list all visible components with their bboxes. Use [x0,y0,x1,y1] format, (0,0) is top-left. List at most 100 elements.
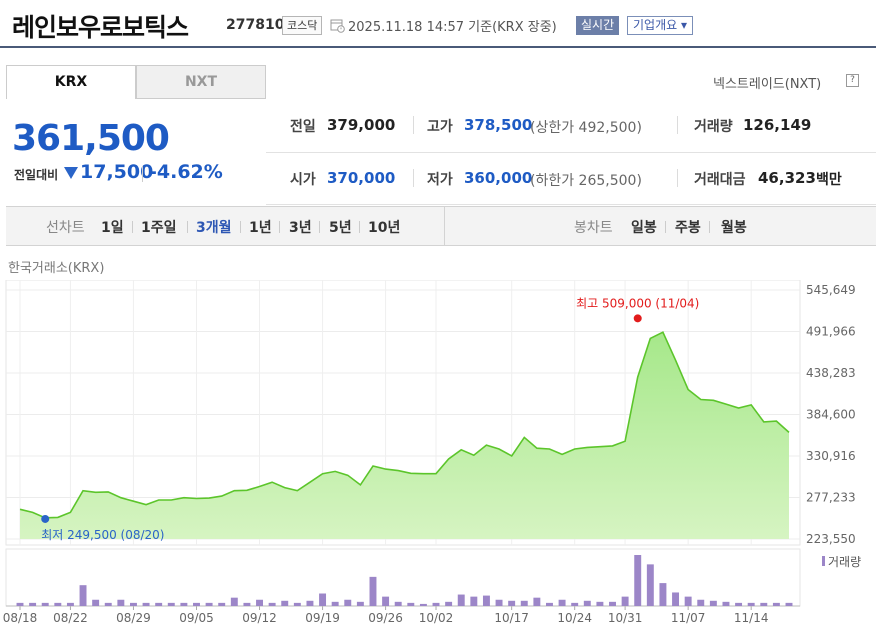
volume-bar [760,602,768,606]
open-label: 시가 [290,172,316,188]
volume-bar [79,585,87,606]
market-badge: 코스닥 [282,16,323,35]
x-tick-label: 08/18 [3,611,38,625]
price-chart[interactable]: 545,649 491,966 438,283 384,600 330,916 277,2… [0,280,876,639]
x-tick-label: 08/22 [53,611,88,625]
realtime-button[interactable]: 실시간 [576,16,620,35]
timestamp: 2025.11.18 14:57 기준(KRX 장중) [348,20,557,35]
volume-bar [142,602,150,606]
y-tick-label: 330,916 [806,449,856,463]
change-value: 17,500 [80,161,154,183]
period-1d[interactable]: 1일 [101,220,124,236]
period-1w[interactable]: 1주일 [141,220,177,236]
x-tick-label: 08/29 [116,611,151,625]
nextrade-link[interactable]: 넥스트레이드(NXT) [713,77,822,92]
volume-bar [41,602,49,606]
volume-bar [230,597,238,606]
volume-bar [193,602,200,606]
company-overview-dropdown[interactable]: 기업개요 ▾ [627,16,693,35]
volume-value: 126,149 [743,116,812,134]
divider [677,169,678,187]
y-tick-label: 384,600 [806,408,856,422]
divider [266,152,876,153]
volume-bar [369,576,377,606]
volume-bar [508,600,516,606]
volume-bar [306,600,314,606]
divider [359,221,360,233]
period-1y[interactable]: 1년 [249,220,272,236]
tab-krx[interactable]: KRX [6,65,136,99]
volume-bar [735,602,743,606]
volume-bar [155,602,163,606]
volume-bar [117,599,125,606]
divider [266,204,876,205]
x-tick-label: 09/12 [242,611,277,625]
volume-bar [697,599,705,606]
y-tick-label: 545,649 [806,283,856,297]
volume-bar [167,602,175,606]
prev-close-label: 전일 [290,119,316,135]
period-3m[interactable]: 3개월 [196,220,232,236]
volume-bar [571,602,579,606]
stock-header: 레인보우로보틱스 277810 코스닥 2025.11.18 14:57 기준(… [0,0,876,48]
period-5y[interactable]: 5년 [329,220,352,236]
x-tick-label: 11/07 [671,611,706,625]
volume-bar [92,599,100,606]
divider [142,166,143,182]
x-tick-label: 09/26 [368,611,403,625]
min-annotation: 최저 249,500 (08/20) [41,528,164,542]
stock-code: 277810 [226,17,285,33]
volume-bar [356,601,364,606]
volume-bar [785,602,793,606]
volume-bar [29,602,37,606]
candle-monthly[interactable]: 월봉 [721,220,747,236]
line-chart-label: 선차트 [46,220,85,236]
volume-bar [445,601,453,606]
low-value: 360,000 [464,169,533,187]
volume-bar [407,602,415,606]
tab-nxt[interactable]: NXT [136,65,266,99]
exchange-label: 한국거래소(KRX) [8,261,105,276]
candle-weekly[interactable]: 주봉 [675,220,701,236]
volume-bar [319,593,327,606]
volume-bar [709,600,717,606]
volume-bar [66,602,74,606]
volume-bar [293,602,301,606]
trade-value-unit: 백만 [816,172,842,188]
price-line [19,331,790,519]
high-label: 고가 [427,119,453,135]
x-tick-label: 11/14 [734,611,769,625]
high-value: 378,500 [464,116,533,134]
divider [665,221,666,233]
period-10y[interactable]: 10년 [368,220,401,236]
volume-bar [205,602,213,606]
x-tick-label: 10/31 [608,611,643,625]
volume-bar [104,602,112,606]
volume-bar [646,564,654,606]
down-arrow-icon [64,167,78,179]
volume-bar [54,602,62,606]
candle-daily[interactable]: 일봉 [631,220,657,236]
volume-bar [256,599,263,606]
max-annotation: 최고 509,000 (11/04) [576,296,699,310]
volume-bar [634,555,642,606]
volume-bar [432,602,440,606]
divider [444,207,445,245]
volume-bar [558,599,566,606]
price-area [20,332,789,539]
volume-bar [609,601,616,606]
open-value: 370,000 [327,169,396,187]
y-tick-label: 438,283 [806,366,856,380]
volume-bar [281,600,289,606]
volume-bar [495,599,503,606]
stock-name: 레인보우로보틱스 [12,13,189,42]
volume-bar [596,601,604,606]
period-3y[interactable]: 3년 [289,220,312,236]
divider [709,221,710,233]
divider [240,221,241,233]
volume-plot-frame [5,548,801,607]
help-icon[interactable]: ? [846,74,859,87]
volume-bar [16,602,24,606]
volume-legend-swatch [822,556,825,566]
divider [413,169,414,187]
